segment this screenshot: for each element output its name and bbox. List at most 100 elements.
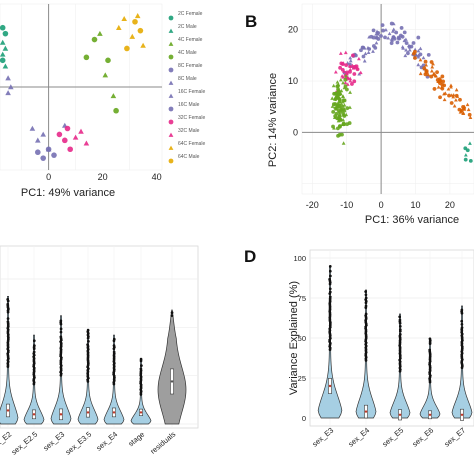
panel-b-point (438, 95, 442, 100)
panel-b-point (340, 68, 345, 72)
panel-b-point (399, 26, 404, 30)
panel-b-point (343, 80, 348, 85)
panel-b-point (426, 72, 431, 77)
panel-b-point (463, 157, 468, 162)
panel-a-point (83, 140, 90, 146)
panel-c-violin-4-median (112, 411, 116, 414)
panel-a-legend-key (168, 80, 174, 85)
panel-a-pca-plot: 0 20 40 PC1: 49% variance 2C Female 2C Male… (0, 3, 205, 199)
panel-b-point (465, 102, 470, 107)
panel-c-violin-1-outlier (32, 344, 36, 347)
panel-b-point (404, 41, 409, 45)
panel-c-violin-3-outlier (86, 328, 90, 332)
panel-b-point (431, 61, 435, 66)
panel-b-point (395, 40, 400, 45)
panel-a-point (97, 30, 103, 36)
panel-c-violin-0-outlier (6, 298, 10, 301)
panel-a-legend: 2C Female 2C Male 4C Female 4C Male 8C Femal… (168, 11, 205, 164)
panel-d-violin-4-outlier (460, 308, 464, 312)
panel-b-point (336, 108, 341, 113)
panel-d-violin-0-outlier (328, 287, 332, 291)
panel-b-point (413, 49, 417, 54)
panel-b-point (353, 65, 358, 70)
panel-d-letter: D (244, 247, 256, 266)
panel-b-point (424, 63, 429, 67)
panel-b-point (430, 65, 435, 69)
panel-d-violin-0-outlier (328, 265, 332, 268)
panel-b-point (333, 70, 338, 74)
panel-a-legend-key (168, 15, 174, 21)
panel-b-point (403, 37, 408, 41)
panel-a-legend-key (168, 67, 174, 73)
panel-b-point (331, 83, 336, 88)
panel-b-point (332, 126, 336, 130)
panel-b-point (348, 56, 353, 60)
panel-b-point (344, 63, 349, 68)
panel-b-point (338, 99, 342, 104)
panel-b-point (429, 60, 434, 64)
panel-b-point (341, 117, 346, 122)
panel-b-point (413, 53, 418, 57)
panel-d-violin-1-outlier (364, 304, 368, 308)
panel-b-point (348, 69, 352, 74)
panel-a-point (67, 146, 73, 153)
panel-d-violin-4-outlier (460, 319, 464, 323)
panel-b-point (398, 33, 403, 38)
panel-b-x-tick: 0 (379, 200, 384, 210)
panel-b-point (457, 107, 462, 112)
panel-c-violin-1-median (32, 413, 36, 416)
panel-b-point (467, 112, 472, 117)
panel-b-point (463, 153, 468, 157)
panel-a-legend-label: 8C Male (178, 76, 197, 82)
panel-b-point (337, 96, 342, 100)
panel-b-point (429, 69, 434, 73)
panel-c-violin-3-outlier (87, 340, 90, 343)
panel-c-violin-1-outlier (32, 339, 36, 343)
panel-b-point (359, 48, 363, 53)
panel-a-legend-label: 4C Male (178, 50, 197, 56)
panel-b-point (407, 48, 412, 52)
panel-a-point (124, 45, 130, 52)
panel-a-legend-key (168, 119, 174, 125)
panel-c-violin-2-outlier (59, 319, 63, 323)
panel-b-point (341, 98, 346, 103)
panel-b-point (442, 97, 447, 102)
panel-c-violin-4-outlier (112, 350, 116, 354)
panel-b-point (468, 141, 472, 145)
panel-c-violin-3-median (86, 411, 90, 414)
panel-a-point (137, 27, 144, 34)
panel-b-point (416, 35, 421, 40)
panel-a-point (132, 18, 138, 25)
panel-b-point (357, 56, 361, 61)
panel-b-point (411, 41, 416, 45)
panel-a-point (102, 72, 109, 78)
panel-b-point (361, 54, 366, 59)
panel-b-point (338, 65, 343, 70)
panel-d-violin-2-median (398, 413, 402, 416)
panel-b-point (374, 32, 379, 36)
panel-b-point (343, 84, 348, 89)
panel-b-point (333, 102, 337, 106)
panel-a-point (5, 75, 11, 81)
panel-b-point (421, 55, 426, 60)
panel-b-point (461, 105, 465, 109)
panel-b-point (341, 61, 346, 65)
panel-c-violin-3-outlier (86, 343, 89, 346)
panel-a-legend-key (168, 145, 174, 150)
panel-c-violin-0-outlier (6, 320, 10, 324)
panel-c-violin-6-outlier (170, 311, 174, 314)
panel-b-point (342, 108, 347, 113)
panel-b-point (330, 104, 335, 108)
panel-b-pca-plot: B -20 -10 0 10 20 20 10 0 PC1: 36% variance PC… (245, 3, 474, 226)
panel-b-point (389, 41, 394, 46)
panel-b-point (343, 50, 348, 55)
panel-a-point (105, 57, 111, 64)
panel-c-violin-2-outlier (59, 327, 63, 331)
panel-b-point (403, 53, 408, 58)
panel-b-point (380, 23, 385, 28)
panel-a-x-tick: 0 (46, 172, 51, 182)
panel-a-legend-label: 64C Male (178, 154, 200, 160)
panel-c-violin-0-outlier (6, 317, 10, 320)
panel-d-violin-1-outlier (364, 296, 368, 300)
